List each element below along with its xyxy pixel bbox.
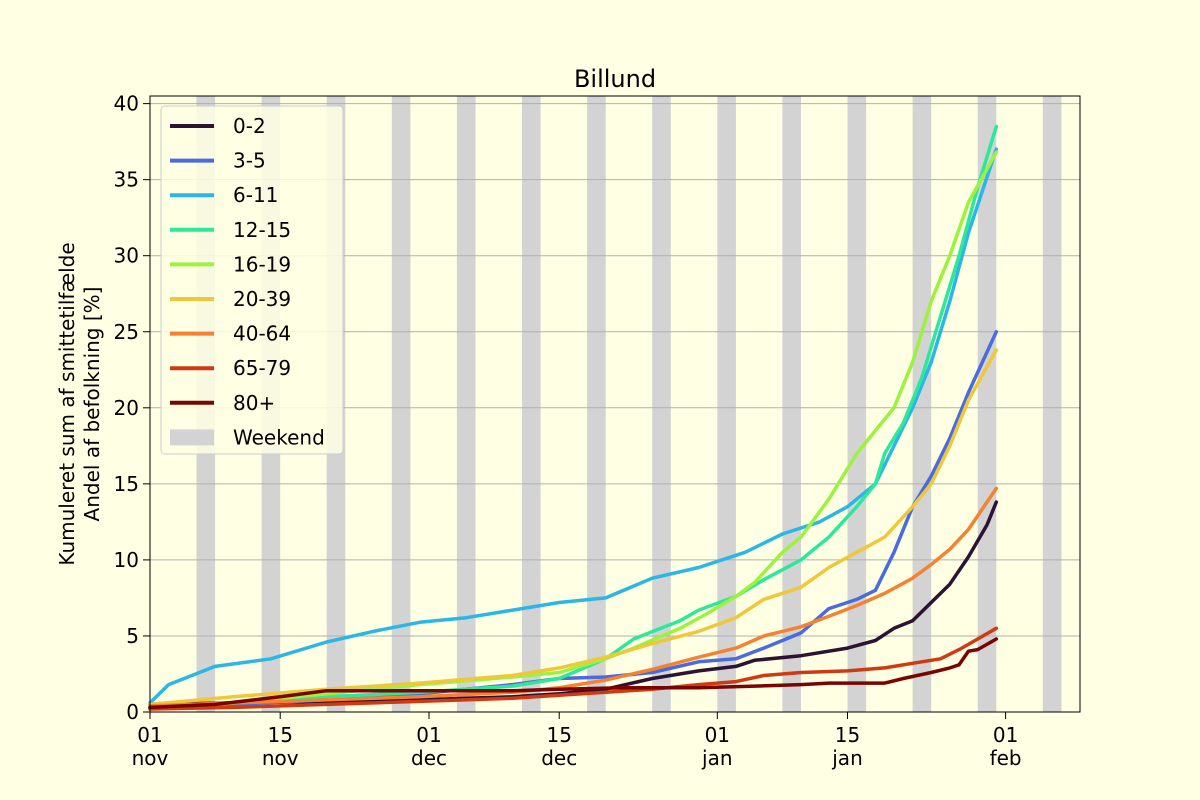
x-tick-month: nov: [132, 746, 169, 770]
series-line-40-64: [148, 486, 999, 708]
legend-swatch-weekend: [170, 429, 214, 446]
y-axis-label-line2: Andel af befolkning [%]: [80, 287, 104, 522]
x-tick-day: 01: [416, 723, 441, 747]
legend-label: 12-15: [233, 218, 291, 242]
y-tick-label: 0: [126, 700, 139, 724]
y-tick-label: 20: [114, 396, 139, 420]
x-tick-day: 01: [993, 723, 1018, 747]
series-line-6-11: [148, 147, 999, 705]
legend-label: 65-79: [233, 356, 291, 380]
legend-label: 16-19: [233, 252, 291, 276]
x-tick-month: dec: [411, 746, 447, 770]
weekend-band: [652, 96, 671, 712]
legend: 0-2 3-5 6-11 12-15 16-19 20-39 40-64 65-79 80+ We…: [160, 105, 344, 455]
weekend-band: [782, 96, 801, 712]
x-tick-month: nov: [262, 746, 299, 770]
y-tick-label: 10: [114, 548, 139, 572]
x-tick-month: jan: [831, 746, 863, 770]
legend-label: 6-11: [233, 183, 278, 207]
series-lines: [148, 124, 999, 711]
series-line-12-15: [148, 124, 999, 710]
weekend-band: [977, 96, 997, 712]
legend-label: 20-39: [233, 287, 291, 311]
weekend-band: [1042, 96, 1062, 712]
x-tick-day: 15: [835, 723, 860, 747]
y-tick-label: 30: [114, 244, 139, 268]
x-tick-day: 15: [267, 723, 292, 747]
x-tick-month: feb: [990, 746, 1022, 770]
legend-label: Weekend: [233, 425, 325, 449]
weekend-band: [912, 96, 932, 712]
weekend-band: [391, 96, 411, 712]
legend-label: 0-2: [233, 114, 266, 138]
x-tick-day: 15: [546, 723, 571, 747]
weekend-band: [847, 96, 867, 712]
legend-label: 80+: [233, 391, 275, 415]
weekend-bands: [196, 96, 1062, 712]
legend-label: 3-5: [233, 149, 266, 173]
weekend-band: [587, 96, 606, 712]
x-tick-day: 01: [705, 723, 730, 747]
x-tick-day: 01: [137, 723, 162, 747]
y-tick-label: 35: [114, 168, 139, 192]
y-tick-label: 40: [114, 92, 139, 116]
chart-title: Billund: [574, 65, 656, 93]
y-axis-label-line1: Kumuleret sum af smittetilfælde: [55, 242, 79, 565]
weekend-band: [456, 96, 476, 712]
y-tick-label: 25: [114, 320, 139, 344]
series-line-80+: [148, 637, 999, 710]
weekend-band: [522, 96, 541, 712]
legend-label: 40-64: [233, 322, 291, 346]
x-tick-month: dec: [541, 746, 577, 770]
series-line-65-79: [148, 626, 999, 711]
series-line-20-39: [148, 348, 999, 707]
y-axis: 0 5 10 15 20 25 30 35 40: [114, 92, 150, 724]
x-tick-month: jan: [701, 746, 733, 770]
y-tick-label: 15: [114, 472, 139, 496]
legend-items: 0-2 3-5 6-11 12-15 16-19 20-39 40-64 65-79 80+ We…: [170, 114, 325, 449]
axes-frame: [149, 95, 1081, 713]
y-tick-label: 5: [126, 624, 139, 648]
